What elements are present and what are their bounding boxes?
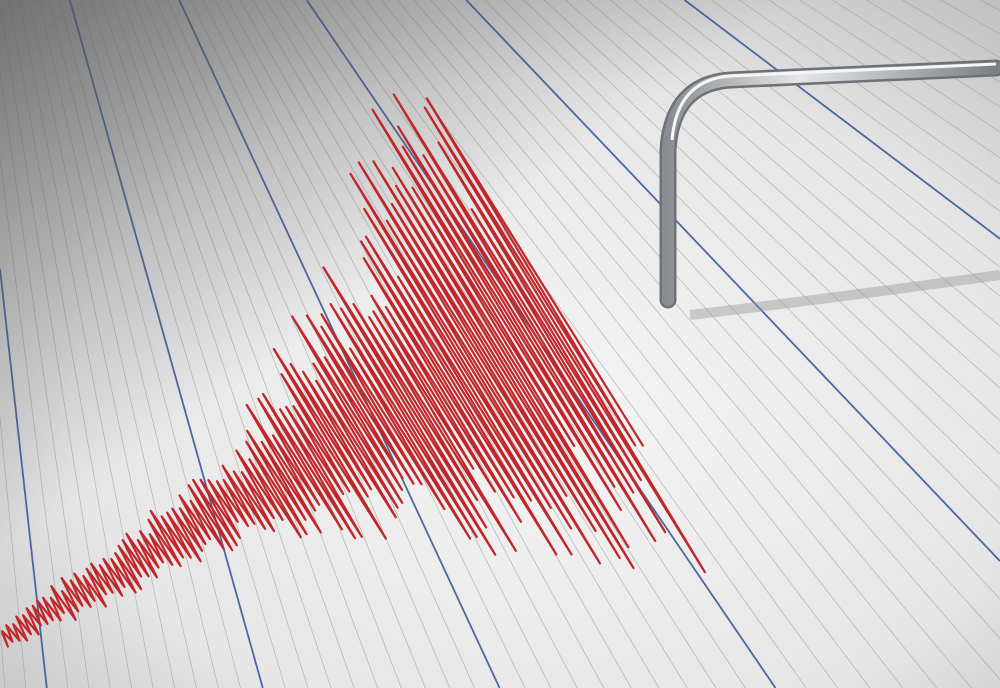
trace-line <box>0 93 707 648</box>
stylus-shadow <box>689 270 1000 320</box>
seismogram-trace <box>0 93 707 648</box>
stylus-needle <box>659 59 1000 309</box>
